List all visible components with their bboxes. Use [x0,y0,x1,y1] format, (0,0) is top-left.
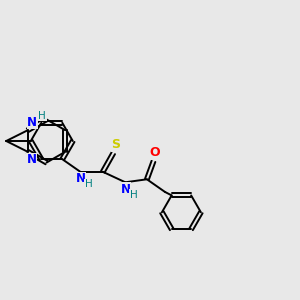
Text: O: O [150,146,160,159]
Text: H: H [130,190,137,200]
Text: S: S [111,138,120,151]
Text: N: N [26,153,36,167]
Text: H: H [85,179,92,189]
Text: N: N [76,172,86,185]
Text: N: N [27,116,37,129]
Text: H: H [38,111,46,121]
Text: N: N [121,183,131,196]
